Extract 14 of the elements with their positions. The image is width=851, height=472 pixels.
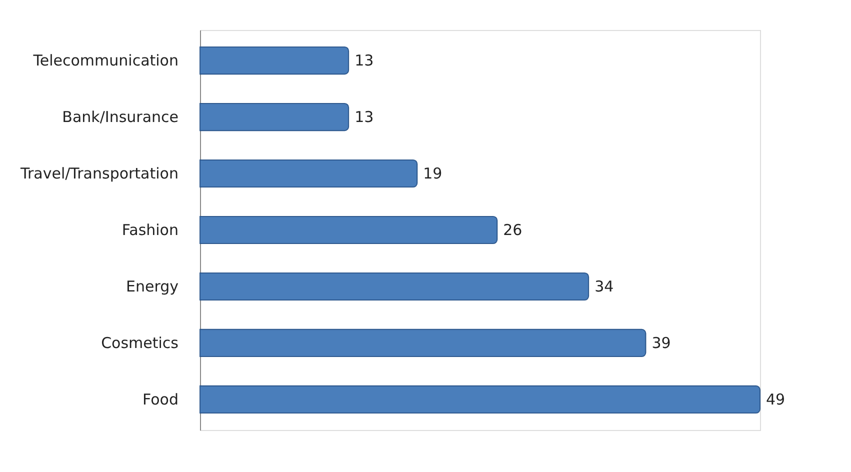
data-label: 34 xyxy=(594,277,614,296)
y-tick-label: Bank/Insurance xyxy=(62,108,178,126)
data-label: 49 xyxy=(766,390,786,408)
y-tick-label: Travel/Transportation xyxy=(20,164,178,183)
data-label: 13 xyxy=(354,108,374,126)
y-tick-label: Cosmetics xyxy=(101,334,179,352)
data-label: 26 xyxy=(503,221,522,239)
data-label: 19 xyxy=(423,164,442,183)
y-tick-label: Energy xyxy=(126,277,179,296)
y-tick-label: Food xyxy=(142,390,178,408)
data-label: 39 xyxy=(652,334,671,352)
y-tick-label: Fashion xyxy=(122,221,178,239)
data-label: 13 xyxy=(354,52,374,70)
y-tick-label: Telecommunication xyxy=(32,52,178,70)
